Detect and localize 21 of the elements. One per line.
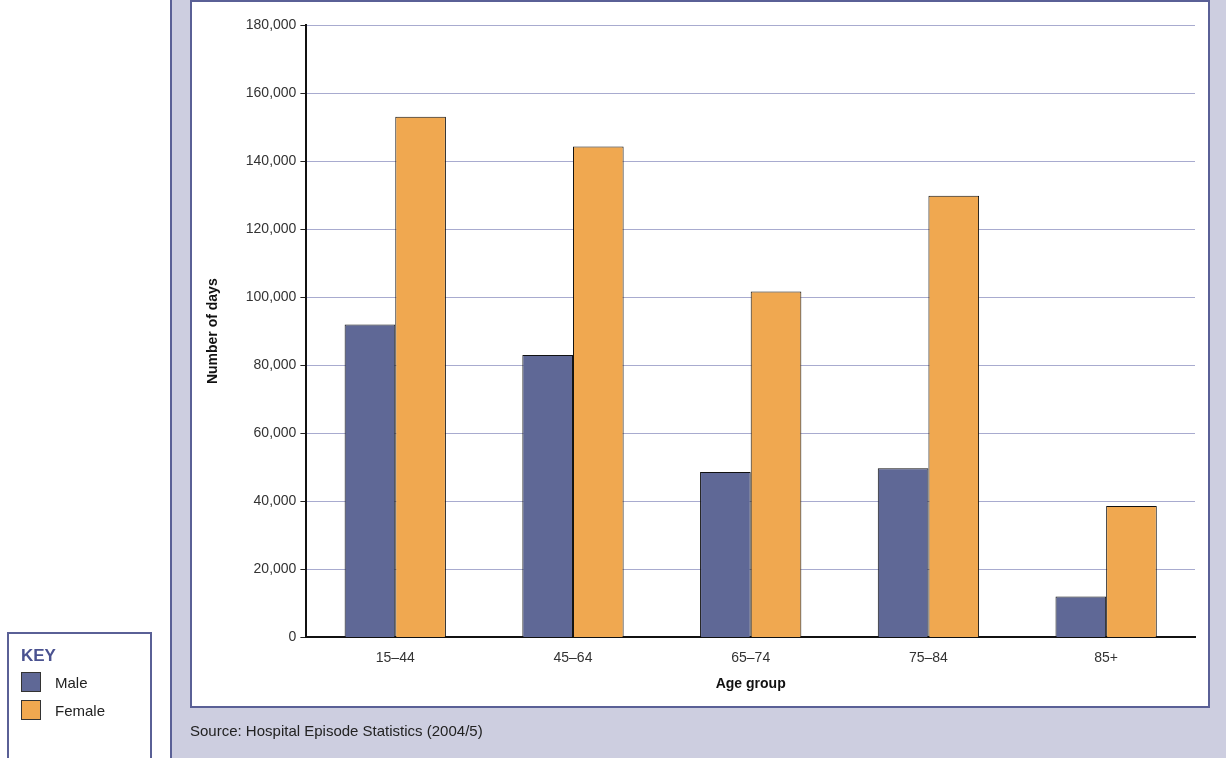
y-tick-label: 120,000	[245, 219, 297, 236]
source-note: Source: Hospital Episode Statistics (2004/5)	[190, 722, 483, 739]
y-tick-label: 140,000	[245, 151, 297, 168]
y-tick-label: 0	[288, 628, 297, 645]
x-tick-label: 85+	[1094, 648, 1119, 665]
y-tick-label: 40,000	[253, 492, 297, 509]
legend-title: KEY	[21, 646, 57, 666]
y-tick-label: 60,000	[253, 424, 297, 441]
y-tick-label: 80,000	[253, 356, 297, 373]
x-tick-label: 45–64	[553, 648, 593, 665]
legend-label: Female	[55, 701, 106, 719]
y-tick-label: 160,000	[245, 83, 297, 100]
y-tick-label: 100,000	[245, 288, 297, 305]
y-axis-title: Number of days	[204, 278, 221, 385]
x-tick-label: 75–84	[908, 648, 949, 665]
y-tick-label: 20,000	[253, 560, 297, 577]
y-tick-label: 180,000	[245, 15, 297, 32]
x-axis-title: Age group	[715, 675, 786, 692]
x-tick-label: 15–44	[375, 648, 415, 665]
legend-label: Male	[55, 673, 88, 691]
x-tick-label: 65–74	[731, 648, 771, 665]
